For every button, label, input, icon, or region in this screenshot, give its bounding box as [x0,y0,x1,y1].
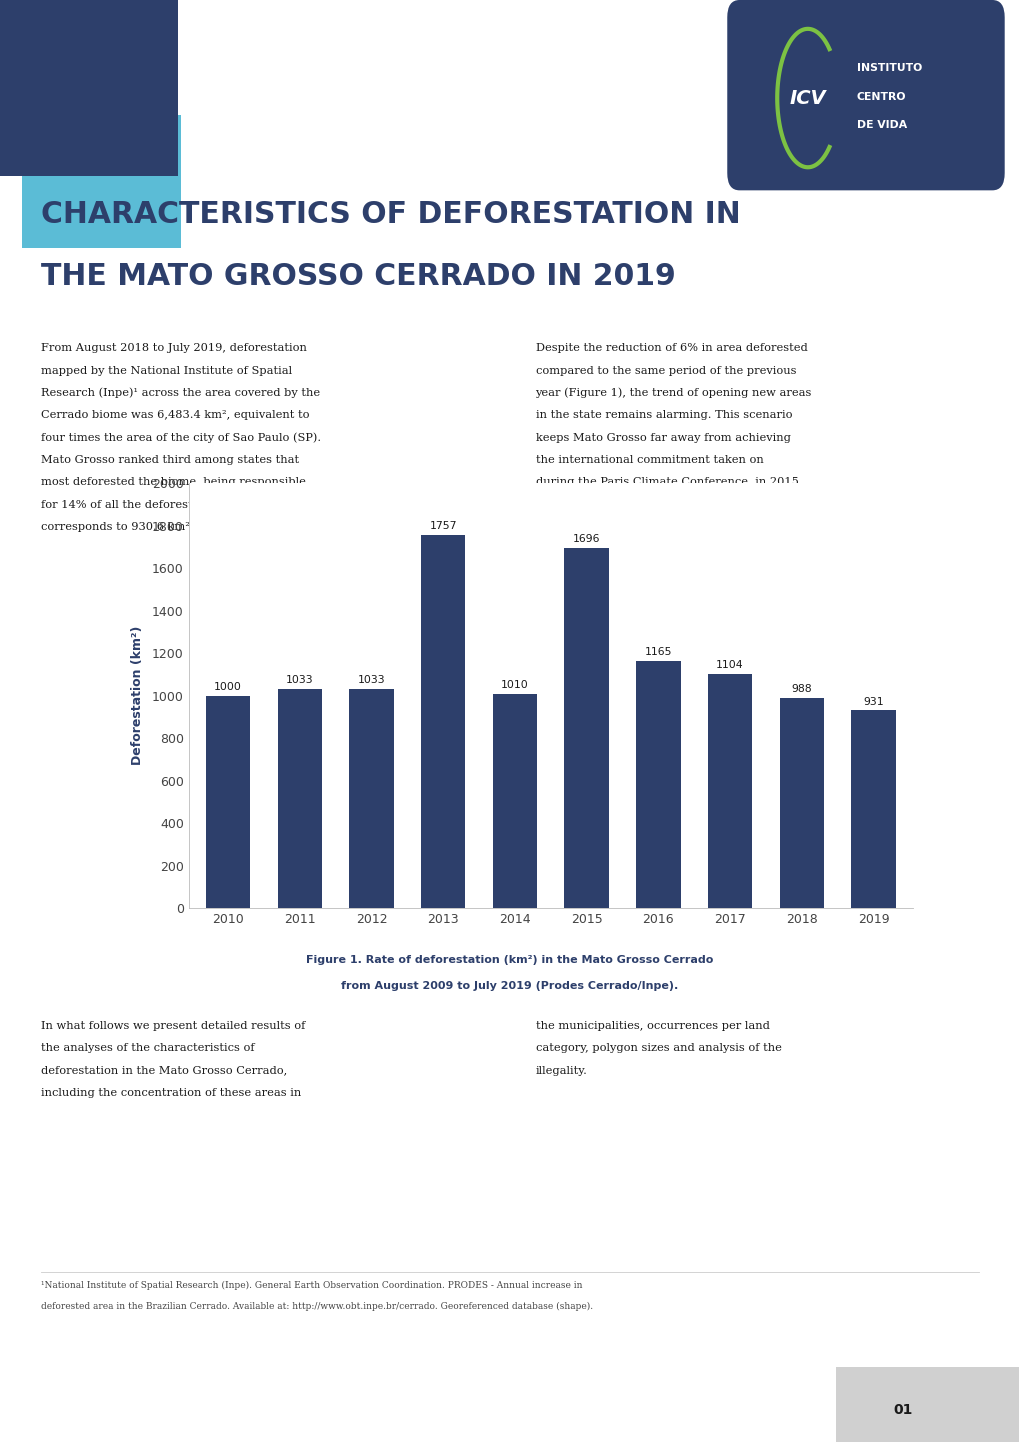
Text: DE VIDA: DE VIDA [856,121,906,130]
Text: INSTITUTO: INSTITUTO [856,63,921,72]
Text: 01: 01 [893,1403,911,1417]
Bar [206,695,250,908]
Text: 1000: 1000 [214,682,242,692]
Text: At the time, the government committed itself: At the time, the government committed it… [535,500,796,509]
Bar [636,660,680,908]
Bar [0,0,178,176]
Text: 1757: 1757 [429,521,457,531]
Text: ¹National Institute of Spatial Research (Inpe). General Earth Observation Coordi: ¹National Institute of Spatial Research … [41,1280,582,1289]
Text: corresponds to 930.6 km².: corresponds to 930.6 km². [41,522,194,532]
Text: during the Paris Climate Conference, in 2015.: during the Paris Climate Conference, in … [535,477,801,487]
Text: from August 2009 to July 2019 (Prodes Cerrado/Inpe).: from August 2009 to July 2019 (Prodes Ce… [341,981,678,991]
Text: ICV: ICV [789,88,825,108]
Text: the international commitment taken on: the international commitment taken on [535,456,762,464]
Text: Mato Grosso ranked third among states that: Mato Grosso ranked third among states th… [41,456,299,464]
Text: year (Figure 1), the trend of opening new areas: year (Figure 1), the trend of opening ne… [535,388,811,398]
Text: CHARACTERISTICS OF DEFORESTATION IN: CHARACTERISTICS OF DEFORESTATION IN [41,200,740,229]
Bar [277,689,322,908]
Text: 931: 931 [862,696,882,707]
Text: for 14% of all the deforestation detected, which: for 14% of all the deforestation detecte… [41,500,317,509]
Y-axis label: Deforestation (km²): Deforestation (km²) [130,626,144,766]
Text: 1104: 1104 [715,660,743,671]
Text: most deforested the biome, being responsible: most deforested the biome, being respons… [41,477,306,487]
Text: Research (Inpe)¹ across the area covered by the: Research (Inpe)¹ across the area covered… [41,388,320,398]
Text: 1010: 1010 [500,679,528,689]
Text: the municipalities, occurrences per land: the municipalities, occurrences per land [535,1021,768,1031]
Bar [564,548,608,908]
Text: Figure 1. Rate of deforestation (km²) in the Mato Grosso Cerrado: Figure 1. Rate of deforestation (km²) in… [306,955,713,965]
Text: In what follows we present detailed results of: In what follows we present detailed resu… [41,1021,305,1031]
FancyBboxPatch shape [727,0,1004,190]
Text: the analyses of the characteristics of: the analyses of the characteristics of [41,1044,254,1053]
Text: 1033: 1033 [358,675,385,685]
Text: achieving 150 km²/year by 2030.: achieving 150 km²/year by 2030. [535,544,725,554]
Text: 1165: 1165 [644,647,672,658]
Text: Despite the reduction of 6% in area deforested: Despite the reduction of 6% in area defo… [535,343,806,353]
Text: in the state remains alarming. This scenario: in the state remains alarming. This scen… [535,410,791,420]
Bar [421,535,465,908]
Text: 988: 988 [791,685,811,695]
Text: From August 2018 to July 2019, deforestation: From August 2018 to July 2019, deforesta… [41,343,307,353]
Bar [779,698,823,908]
Text: deforestation in the Mato Grosso Cerrado,: deforestation in the Mato Grosso Cerrado… [41,1066,286,1076]
Text: compared to the same period of the previous: compared to the same period of the previ… [535,365,795,375]
Text: THE MATO GROSSO CERRADO IN 2019: THE MATO GROSSO CERRADO IN 2019 [41,262,675,291]
Text: 1033: 1033 [285,675,314,685]
Text: 1696: 1696 [573,534,600,544]
Bar [492,694,537,908]
Text: category, polygon sizes and analysis of the: category, polygon sizes and analysis of … [535,1044,781,1053]
Text: CENTRO: CENTRO [856,92,906,101]
Text: to reducing deforestation in this biome and: to reducing deforestation in this biome … [535,522,786,532]
Text: deforested area in the Brazilian Cerrado. Available at: http://www.obt.inpe.br/c: deforested area in the Brazilian Cerrado… [41,1302,592,1311]
Text: illegality.: illegality. [535,1066,587,1076]
Text: including the concentration of these areas in: including the concentration of these are… [41,1087,301,1097]
Bar [836,1367,1019,1442]
Bar [22,115,180,248]
Bar [707,673,752,908]
Text: mapped by the National Institute of Spatial: mapped by the National Institute of Spat… [41,365,291,375]
Text: keeps Mato Grosso far away from achieving: keeps Mato Grosso far away from achievin… [535,433,790,443]
Text: Cerrado biome was 6,483.4 km², equivalent to: Cerrado biome was 6,483.4 km², equivalen… [41,410,309,420]
Bar [348,689,393,908]
Text: four times the area of the city of Sao Paulo (SP).: four times the area of the city of Sao P… [41,433,321,443]
Bar [851,711,895,908]
